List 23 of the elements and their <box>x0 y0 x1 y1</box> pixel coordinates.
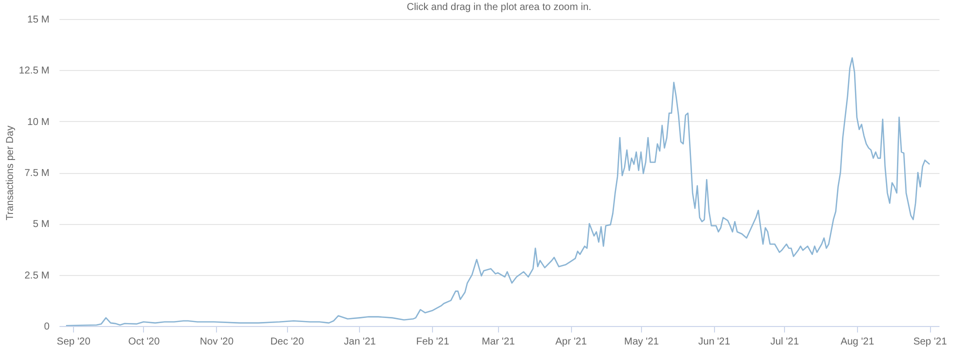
x-tick-label: Dec '20 <box>270 336 304 348</box>
y-tick-label: 12.5 M <box>18 66 50 77</box>
x-tick-label: Feb '21 <box>416 336 450 348</box>
x-tick-label: Aug '21 <box>840 336 875 348</box>
line-series <box>65 57 930 326</box>
x-tick-label: Nov '20 <box>200 336 234 348</box>
chart-subtitle: Click and drag in the plot area to zoom in. <box>406 2 592 13</box>
x-tick-label: Jan '21 <box>344 336 376 348</box>
y-tick-label: 15 M <box>27 14 50 26</box>
x-tick-label: Oct '20 <box>128 336 160 348</box>
x-tick-label: Mar '21 <box>482 336 516 348</box>
x-tick-label: Jun '21 <box>698 336 731 348</box>
x-tick-label: May '21 <box>624 336 660 348</box>
y-tick-label: 7.5 M <box>24 168 50 179</box>
y-tick-label: 2.5 M <box>24 270 50 282</box>
x-tick-label: Sep '20 <box>56 336 91 348</box>
y-tick-label: 10 M <box>27 116 50 128</box>
y-axis-title: Transactions per Day <box>4 126 16 220</box>
x-tick-label: Apr '21 <box>555 336 588 348</box>
x-tick-label: Sep '21 <box>913 336 948 348</box>
y-tick-label: 5 M <box>32 219 50 230</box>
y-tick-label: 0 <box>44 322 50 332</box>
x-tick-label: Jul '21 <box>770 336 800 348</box>
